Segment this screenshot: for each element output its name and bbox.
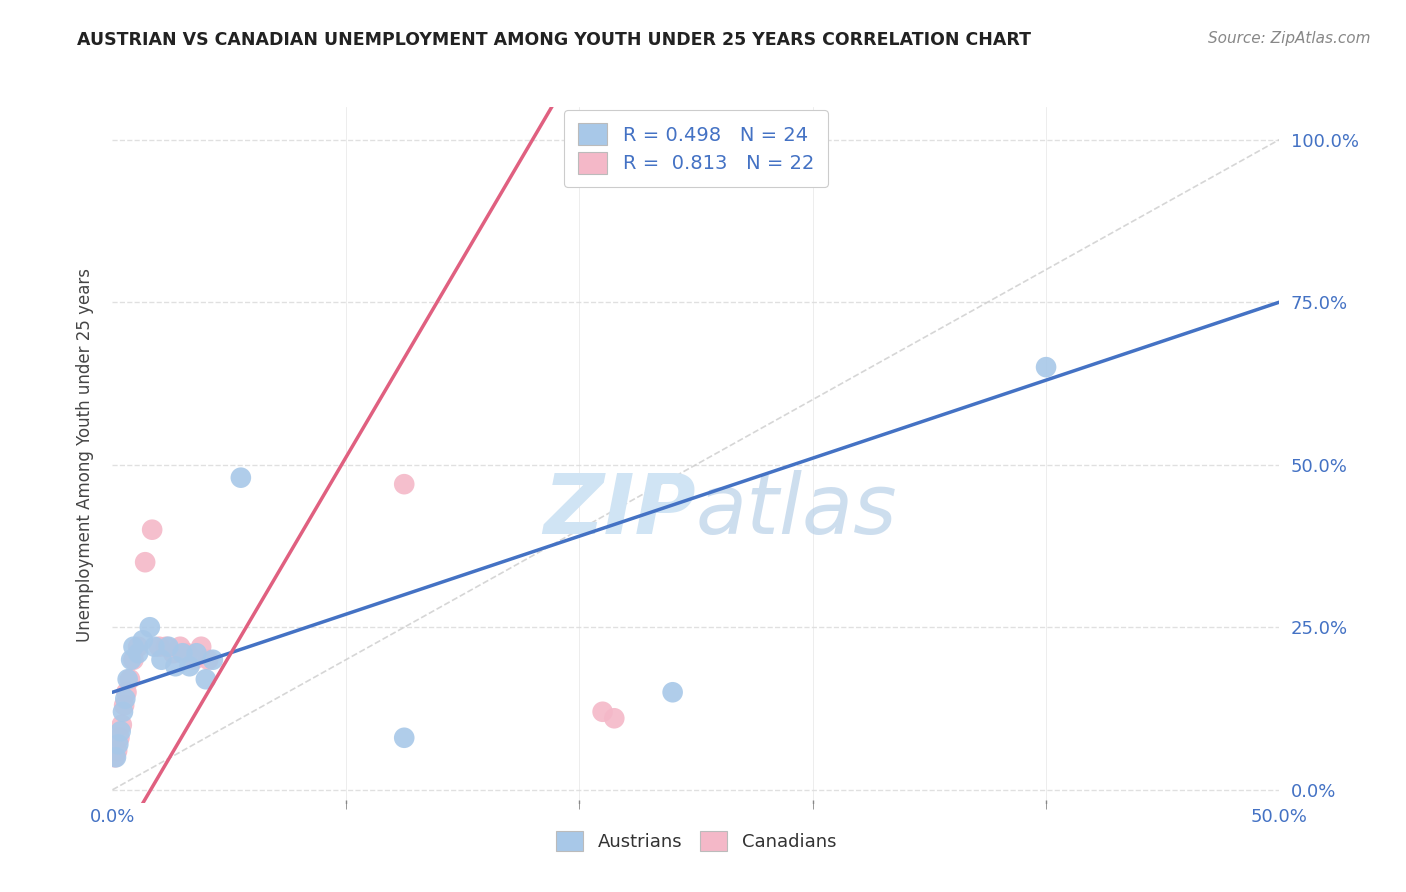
Point [110,724,132,739]
Point [120,653,142,667]
Point [150,653,173,667]
Point [111,718,134,732]
Text: ZIP: ZIP [543,470,696,551]
Point [603,711,626,725]
Point [190,640,212,654]
Point [118,672,141,686]
Point [104,750,127,764]
Text: atlas: atlas [696,470,897,551]
Point [172,646,194,660]
Point [115,685,138,699]
Point [132,633,155,648]
Point [114,691,136,706]
Point [111,705,134,719]
Point [176,646,198,660]
Point [394,731,416,745]
Point [107,737,129,751]
Point [229,471,252,485]
Text: AUSTRIAN VS CANADIAN UNEMPLOYMENT AMONG YOUTH UNDER 25 YEARS CORRELATION CHART: AUSTRIAN VS CANADIAN UNEMPLOYMENT AMONG … [77,31,1032,49]
Point [108,731,131,745]
Point [179,659,201,673]
Point [197,653,219,667]
Point [122,653,145,667]
Point [127,640,149,654]
Point [186,646,208,660]
Point [104,750,127,764]
Point [201,653,224,667]
Point [127,646,149,660]
Point [162,646,184,660]
Point [134,555,156,569]
Point [122,640,145,654]
Point [165,659,187,673]
Point [194,672,217,686]
Point [592,705,614,719]
Y-axis label: Unemployment Among Youth under 25 years: Unemployment Among Youth under 25 years [76,268,94,642]
Point [661,685,683,699]
Point [394,477,416,491]
Text: Source: ZipAtlas.com: Source: ZipAtlas.com [1208,31,1371,46]
Point [1035,360,1057,375]
Point [155,640,177,654]
Point [143,640,166,654]
Point [148,640,170,654]
Point [141,523,163,537]
Point [183,653,205,667]
Point [157,640,180,654]
Point [112,698,135,713]
Point [105,744,128,758]
Point [139,620,162,634]
Legend: Austrians, Canadians: Austrians, Canadians [543,818,849,863]
Point [117,672,139,686]
Point [169,640,191,654]
